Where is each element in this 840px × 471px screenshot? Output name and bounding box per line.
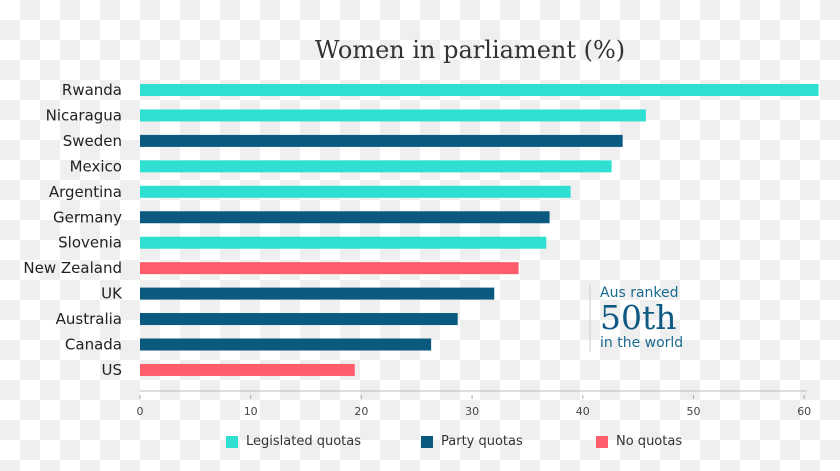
category-label: Australia [56,310,122,328]
x-tick-label: 60 [797,405,811,418]
bar [140,211,550,224]
legend-party: Party quotas [421,434,523,449]
x-tick-label: 10 [244,405,258,418]
bar [140,84,819,96]
legend-label: No quotas [616,434,683,449]
category-label: Sweden [63,132,122,150]
legend-label: Legislated quotas [246,434,361,449]
legend-legislated: Legislated quotas [226,434,361,449]
bar [140,236,547,249]
bar [140,313,458,326]
category-label: Canada [65,336,122,354]
annotation-rank: 50th [600,298,677,337]
x-tick-label: 0 [137,405,144,418]
legend-none: No quotas [596,434,682,449]
x-tick-label: 40 [576,405,590,418]
bar [140,185,571,198]
category-label: UK [101,285,123,303]
bar [140,262,519,275]
x-tick-label: 50 [687,405,701,418]
category-label: Mexico [70,157,122,175]
legend-swatch [226,435,238,448]
bar [140,338,432,351]
bar [140,160,612,173]
category-label: Nicaragua [46,106,122,124]
legend-swatch [596,435,608,448]
category-label: New Zealand [23,259,122,277]
bar [140,363,355,376]
bar [140,109,646,122]
category-label: Germany [53,208,122,226]
annotation-line3: in the world [600,335,684,351]
category-label: Rwanda [62,81,122,99]
legend-swatch [421,435,433,448]
annotation: Aus ranked 50th in the world [600,285,683,351]
bar [140,134,623,147]
category-label: Slovenia [58,234,122,252]
legend-label: Party quotas [441,434,523,449]
category-label: Argentina [49,183,122,201]
annotation-line1: Aus ranked [600,285,679,301]
x-tick-label: 20 [354,405,368,418]
chart-title: Women in parliament (%) [314,36,626,64]
category-label: US [101,361,122,379]
x-tick-label: 30 [465,405,479,418]
bar [140,287,495,300]
